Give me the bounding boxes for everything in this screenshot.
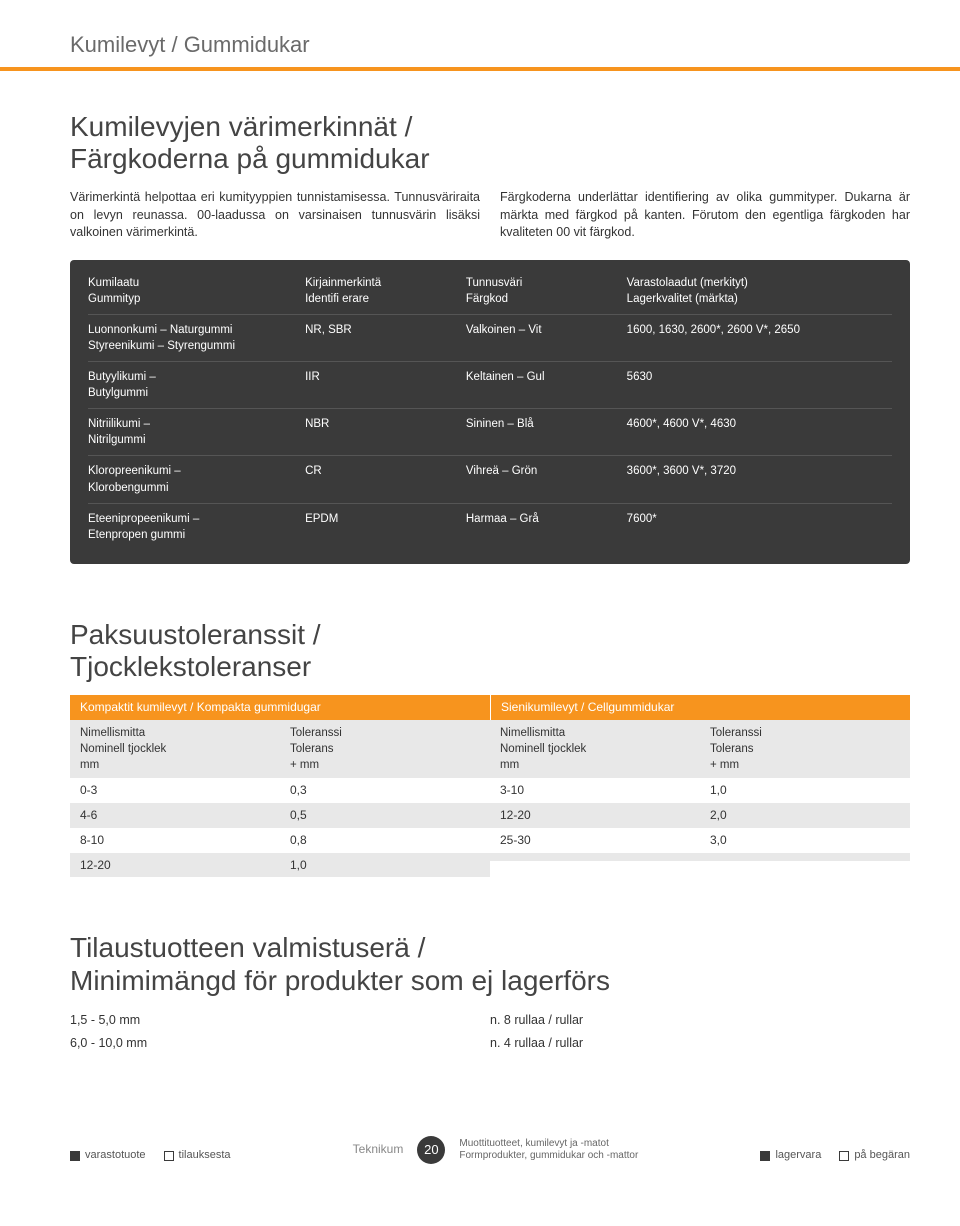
brand-label: Teknikum <box>353 1141 404 1158</box>
batch-right: n. 4 rullaa / rullar <box>490 1032 910 1056</box>
section1-title: Kumilevyjen värimerkinnät / Färgkoderna … <box>70 111 910 175</box>
td: 0,3 <box>280 778 490 803</box>
color-code-table: KumilaatuGummityp KirjainmerkintäIdentif… <box>70 260 910 564</box>
td: Kloropreenikumi – <box>88 463 295 479</box>
td: 12-20 <box>70 853 280 878</box>
tol-head-right: Sienikumilevyt / Cellgummidukar <box>490 695 910 720</box>
intro-left: Värimerkintä helpottaa eri kumityyppien … <box>70 189 480 242</box>
td: Harmaa – Grå <box>466 511 627 543</box>
batch-left: 1,5 - 5,0 mm <box>70 1009 490 1033</box>
page-number: 20 <box>417 1136 445 1164</box>
td: Etenpropen gummi <box>88 527 295 543</box>
td <box>700 853 910 861</box>
td: 0,5 <box>280 803 490 828</box>
sh: Tolerans <box>710 741 900 757</box>
td: 4-6 <box>70 803 280 828</box>
td: 3600*, 3600 V*, 3720 <box>627 463 892 495</box>
td: IIR <box>305 369 466 401</box>
batch-left: 6,0 - 10,0 mm <box>70 1032 490 1056</box>
td: Klorobengummi <box>88 480 295 496</box>
th: Varastolaadut (merkityt) <box>627 275 892 291</box>
sh: Toleranssi <box>290 725 480 741</box>
th: Kirjainmerkintä <box>305 275 456 291</box>
td: Valkoinen – Vit <box>466 322 627 354</box>
slogan: Formprodukter, gummidukar och -mattor <box>459 1150 638 1161</box>
intro-right: Färgkoderna underlättar identifiering av… <box>500 189 910 242</box>
sh: Nominell tjocklek <box>80 741 270 757</box>
td: EPDM <box>305 511 466 543</box>
th: Kumilaatu <box>88 275 295 291</box>
td: Sininen – Blå <box>466 416 627 448</box>
td: Nitrilgummi <box>88 432 295 448</box>
sh: mm <box>80 757 270 773</box>
td: Styreenikumi – Styrengummi <box>88 338 295 354</box>
td: Vihreä – Grön <box>466 463 627 495</box>
sh: Nimellismitta <box>80 725 270 741</box>
th: Tunnusväri <box>466 275 617 291</box>
square-filled-icon <box>70 1151 80 1161</box>
td: 0,8 <box>280 828 490 853</box>
slogan: Muottituotteet, kumilevyt ja -matot <box>459 1138 609 1149</box>
section3-title: Tilaustuotteen valmistuserä / Minimimäng… <box>70 932 910 996</box>
td: Butyylikumi – <box>88 369 295 385</box>
td: 12-20 <box>490 803 700 828</box>
legend-label: lagervara <box>775 1148 821 1163</box>
td: 1,0 <box>280 853 490 878</box>
td: 1600, 1630, 2600*, 2600 V*, 2650 <box>627 322 892 354</box>
td: 8-10 <box>70 828 280 853</box>
td: CR <box>305 463 466 495</box>
section2-title: Paksuustoleranssit / Tjocklekstoleranser <box>70 619 910 683</box>
square-filled-icon <box>760 1151 770 1161</box>
sh: Nominell tjocklek <box>500 741 690 757</box>
sh: Nimellismitta <box>500 725 690 741</box>
batch-right: n. 8 rullaa / rullar <box>490 1009 910 1033</box>
legend-label: tilauksesta <box>179 1148 231 1163</box>
td: NR, SBR <box>305 322 466 354</box>
sh: Tolerans <box>290 741 480 757</box>
td: 4600*, 4600 V*, 4630 <box>627 416 892 448</box>
tol-head-left: Kompaktit kumilevyt / Kompakta gummiduga… <box>70 695 490 720</box>
td: 2,0 <box>700 803 910 828</box>
td: 25-30 <box>490 828 700 853</box>
page-footer: varastotuote tilauksesta Teknikum 20 Muo… <box>70 1136 910 1164</box>
td <box>490 853 700 861</box>
td: 1,0 <box>700 778 910 803</box>
square-empty-icon <box>164 1151 174 1161</box>
td: Nitriilikumi – <box>88 416 295 432</box>
td: 3-10 <box>490 778 700 803</box>
th: Gummityp <box>88 291 295 307</box>
breadcrumb: Kumilevyt / Gummidukar <box>70 30 910 61</box>
td: 7600* <box>627 511 892 543</box>
square-empty-icon <box>839 1151 849 1161</box>
th: Identifi erare <box>305 291 456 307</box>
sh: mm <box>500 757 690 773</box>
td: Butylgummi <box>88 385 295 401</box>
sh: Toleranssi <box>710 725 900 741</box>
td: NBR <box>305 416 466 448</box>
sh: + mm <box>290 757 480 773</box>
td: 5630 <box>627 369 892 401</box>
legend-label: varastotuote <box>85 1148 146 1163</box>
accent-bar <box>0 67 960 71</box>
td: Keltainen – Gul <box>466 369 627 401</box>
th: Färgkod <box>466 291 617 307</box>
td: Eteenipropeenikumi – <box>88 511 295 527</box>
td: Luonnonkumi – Naturgummi <box>88 322 295 338</box>
legend-label: på begäran <box>854 1148 910 1163</box>
th: Lagerkvalitet (märkta) <box>627 291 892 307</box>
tolerance-table: Kompaktit kumilevyt / Kompakta gummiduga… <box>70 695 910 877</box>
batch-table: 1,5 - 5,0 mm 6,0 - 10,0 mm n. 8 rullaa /… <box>70 1009 910 1056</box>
td: 0-3 <box>70 778 280 803</box>
td: 3,0 <box>700 828 910 853</box>
sh: + mm <box>710 757 900 773</box>
